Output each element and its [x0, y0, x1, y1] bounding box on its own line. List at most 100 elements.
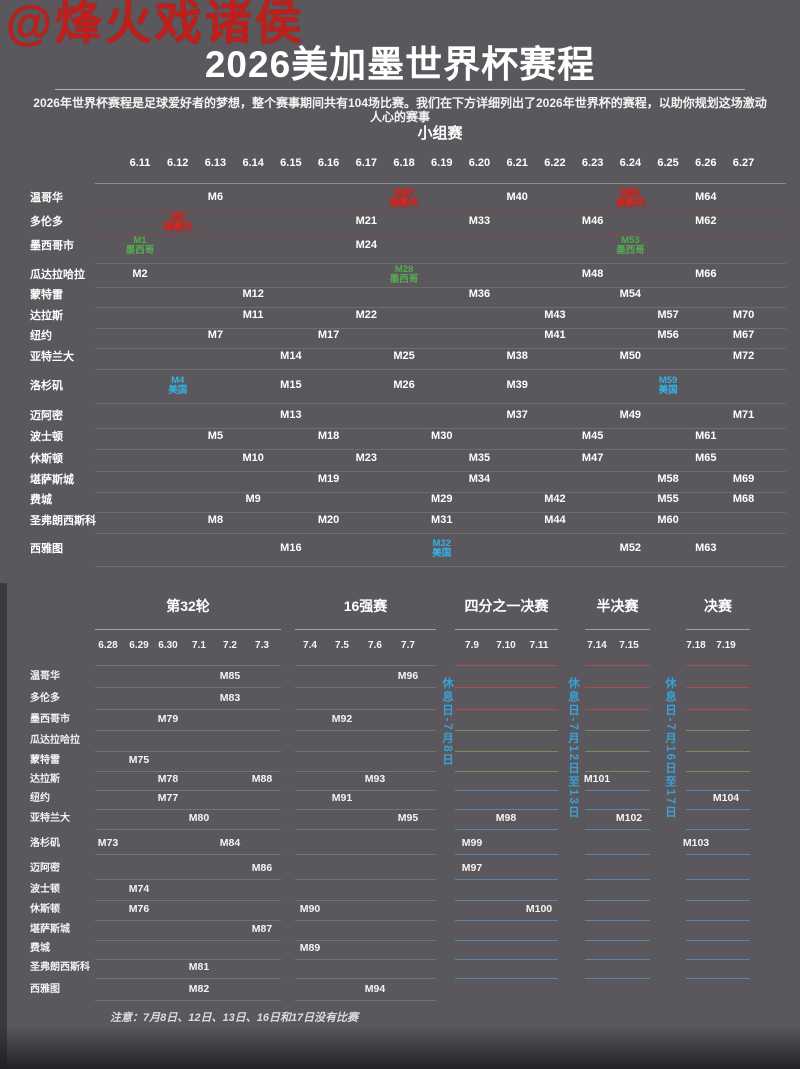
match-cell: M78: [157, 773, 179, 785]
match-cell: M87: [251, 923, 273, 935]
row-divider: [455, 920, 558, 921]
row-divider: [295, 687, 436, 688]
host-country-label: 加拿大: [163, 221, 192, 232]
date-header: 7.7: [401, 640, 415, 651]
match-cell: M77: [157, 792, 179, 804]
host-country-label: 美国: [658, 385, 678, 396]
row-divider: [585, 940, 650, 941]
match-cell: M43: [544, 309, 566, 321]
host-country-label: 加拿大: [616, 197, 645, 208]
row-divider: [455, 879, 558, 880]
match-number: M51: [621, 187, 640, 198]
row-divider: [585, 854, 650, 855]
match-cell: M103: [682, 837, 710, 849]
date-header: 6.29: [129, 640, 149, 651]
stage-header-divider: [95, 629, 281, 630]
host-country-label: 美国: [432, 548, 452, 559]
row-divider: [585, 751, 650, 752]
match-number: M4: [171, 375, 185, 386]
row-divider: [585, 920, 650, 921]
left-edge-shadow: [0, 583, 7, 1069]
row-label-city: 迈阿密: [30, 410, 63, 422]
row-label-city: 堪萨斯城: [30, 474, 74, 486]
table-top-divider: [455, 665, 558, 666]
row-label-city: 圣弗朗西斯科: [30, 962, 90, 973]
stage-label: 四分之一决赛: [464, 598, 549, 614]
row-divider: [455, 829, 558, 830]
row-divider: [295, 730, 436, 731]
match-cell: M23: [355, 452, 378, 464]
row-label-city: 达拉斯: [30, 310, 63, 322]
match-cell: M72: [732, 350, 755, 362]
row-divider: [95, 403, 786, 404]
date-header: 7.5: [335, 640, 349, 651]
match-cell: M37: [506, 409, 528, 421]
match-cell: M45: [581, 430, 604, 442]
host-country-label: 墨西哥: [616, 245, 645, 256]
row-divider: [585, 771, 650, 772]
row-divider: [686, 790, 750, 791]
match-cell: M74: [128, 883, 150, 895]
row-label-city: 多伦多: [30, 693, 60, 704]
host-country-label: 墨西哥: [389, 274, 419, 285]
match-cell: M73: [97, 837, 119, 849]
match-cell: M22: [355, 309, 378, 321]
row-label-city: 达拉斯: [30, 774, 60, 785]
match-cell: M91: [331, 792, 353, 804]
match-cell-highlight: M59 美国: [659, 376, 678, 396]
match-cell: M76: [128, 903, 150, 915]
row-divider: [295, 751, 436, 752]
stage-label: 半决赛: [596, 598, 639, 614]
match-cell: M9: [245, 493, 261, 505]
row-divider: [95, 566, 786, 567]
match-cell-highlight: M53 墨西哥: [616, 236, 645, 256]
rest-day-label: 休息日-7月12日至13日: [567, 677, 579, 820]
row-divider: [686, 900, 750, 901]
match-cell: M16: [280, 542, 302, 554]
row-divider: [95, 687, 281, 688]
date-header: 6.21: [506, 157, 528, 169]
match-cell: M12: [242, 288, 264, 300]
match-number: M1: [133, 235, 147, 246]
row-label-city: 圣弗朗西斯科: [30, 515, 96, 527]
row-label-city: 多伦多: [30, 216, 63, 228]
row-divider: [95, 730, 281, 731]
page-title: 2026美加墨世界杯赛程: [204, 44, 596, 85]
date-header: 6.30: [158, 640, 178, 651]
footer-note: 注意：7月8日、12日、13日、16日和17日没有比赛: [110, 1012, 359, 1024]
row-label-city: 西雅图: [30, 543, 63, 555]
row-label-city: 波士顿: [30, 884, 60, 895]
match-cell: M7: [207, 329, 224, 341]
date-header: 6.22: [544, 157, 566, 169]
row-label-city: 费城: [30, 494, 52, 506]
row-divider: [686, 687, 750, 688]
match-cell: M33: [468, 215, 491, 227]
match-cell: M88: [251, 773, 273, 785]
match-cell: M49: [619, 409, 642, 421]
row-divider: [95, 287, 786, 288]
match-cell: M46: [581, 215, 604, 227]
date-header: 6.28: [98, 640, 118, 651]
row-divider: [455, 771, 558, 772]
match-cell: M8: [207, 514, 224, 526]
row-divider: [95, 790, 281, 791]
row-divider: [455, 854, 558, 855]
date-header: 6.27: [732, 157, 755, 169]
date-header: 6.13: [204, 157, 227, 169]
row-divider: [686, 809, 750, 810]
row-divider: [295, 790, 436, 791]
match-cell: M35: [468, 452, 491, 464]
row-divider: [686, 978, 750, 979]
row-divider: [95, 809, 281, 810]
match-cell: M101: [583, 773, 611, 785]
match-cell: M42: [544, 493, 566, 505]
match-cell: M100: [525, 903, 553, 915]
match-cell: M86: [251, 862, 273, 874]
match-number: M59: [658, 375, 678, 386]
match-cell: M70: [732, 309, 755, 321]
row-label-city: 亚特兰大: [30, 813, 70, 824]
row-label-city: 纽约: [30, 330, 52, 342]
match-cell: M18: [317, 430, 340, 442]
match-cell-highlight: M27 加拿大: [390, 188, 419, 208]
row-divider: [585, 978, 650, 979]
